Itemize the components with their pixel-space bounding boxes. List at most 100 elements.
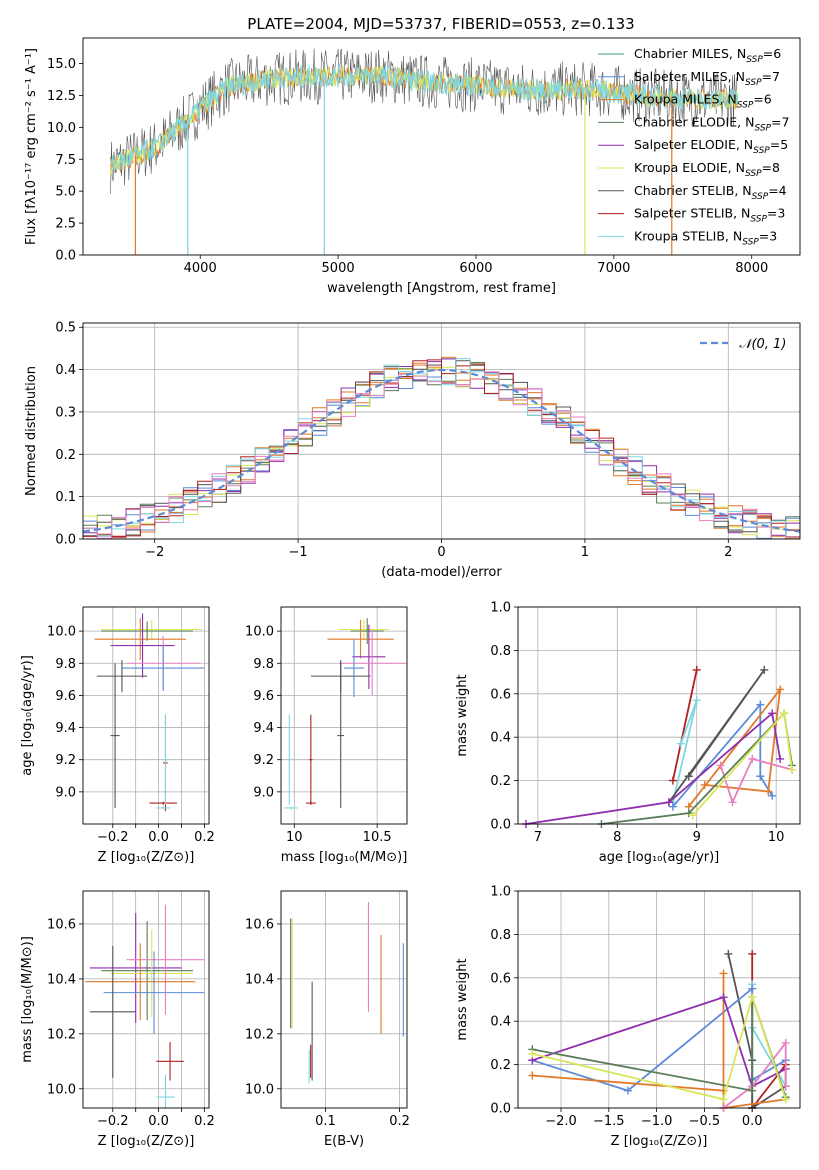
legend-suffix: =7	[771, 114, 789, 129]
x-tick-label: −0.2	[97, 1114, 129, 1129]
legend-entry: Chabrier STELIB, NSSP=4	[634, 183, 787, 202]
y-tick-label: 0.6	[490, 687, 511, 702]
x-tick-label: 0.2	[389, 1114, 410, 1129]
weight-marker	[700, 780, 709, 789]
histogram-series-6	[83, 360, 800, 538]
legend-label: Kroupa ELODIE, N	[634, 160, 745, 175]
y-tick-label: 10.0	[245, 625, 274, 640]
legend-subscript: SSP	[752, 192, 769, 202]
y-tick-label: 0.0	[490, 1102, 511, 1117]
legend-entry: Salpeter MILES, NSSP=7	[634, 69, 780, 88]
weight-marker	[692, 665, 701, 674]
axes-frame	[280, 606, 408, 825]
y-tick-label: 10.2	[245, 1027, 274, 1042]
x-tick-label: 6000	[459, 261, 492, 276]
weight-series-5	[525, 711, 781, 824]
legend-subscript: SSP	[746, 55, 763, 65]
y-tick-label: 0.3	[55, 405, 76, 420]
y-tick-label: 0.4	[55, 363, 76, 378]
x-tick-label: −0.2	[97, 830, 129, 845]
weight-marker	[748, 1086, 757, 1095]
y-tick-label: 0.8	[490, 644, 511, 659]
x-tick-label: 0.2	[194, 830, 215, 845]
legend-label: Salpeter STELIB, N	[634, 206, 750, 221]
legend-suffix: =5	[770, 137, 788, 152]
weight-marker	[748, 984, 757, 993]
x-tick-label: 0.1	[315, 1114, 336, 1129]
axes-frame	[82, 606, 210, 825]
weight-series-4	[532, 973, 786, 1108]
legend-subscript: SSP	[754, 123, 771, 133]
x-tick-label: 0.0	[148, 1114, 169, 1129]
legend-subscript: SSP	[745, 169, 762, 179]
x-axis-label: E(B-V)	[324, 1134, 364, 1149]
weight-marker	[780, 709, 789, 718]
figure-title: PLATE=2004, MJD=53737, FIBERID=0553, z=0…	[247, 15, 634, 33]
y-tick-label: 0.4	[490, 1015, 511, 1030]
y-tick-label: 10.2	[47, 1027, 76, 1042]
y-tick-label: 0.2	[490, 774, 511, 789]
x-tick-label: −1.0	[641, 1114, 673, 1129]
y-tick-label: 10.4	[245, 972, 274, 987]
y-tick-label: 9.6	[55, 689, 76, 704]
y-tick-label: 7.5	[55, 153, 76, 168]
legend-suffix: =3	[759, 228, 777, 243]
y-tick-label: 9.0	[253, 785, 274, 800]
x-tick-label: 7000	[597, 261, 630, 276]
y-tick-label: 1.0	[490, 885, 511, 900]
y-tick-label: 0.0	[490, 818, 511, 833]
weight-marker	[528, 1071, 537, 1080]
weight-series-0	[672, 669, 698, 781]
weight-marker	[692, 696, 701, 705]
y-tick-label: 0.1	[55, 490, 76, 505]
weight-marker	[760, 665, 769, 674]
weight-marker	[768, 791, 777, 800]
y-tick-label: 5.0	[55, 185, 76, 200]
legend-label: Kroupa STELIB, N	[634, 228, 742, 243]
legend-label: Salpeter MILES, N	[634, 69, 745, 84]
weight-marker	[776, 754, 785, 763]
weight-marker	[748, 949, 757, 958]
age-vs-mass-panel: 10 10.5 9.0 9.2 9.4 9.6 9.8 10.0 mass [log₁₀(M/M…	[245, 606, 408, 865]
weight-marker	[719, 969, 728, 978]
weight-marker	[623, 1086, 632, 1095]
legend-entry: Kroupa STELIB, NSSP=3	[634, 228, 777, 247]
y-tick-label: 10.0	[245, 1082, 274, 1097]
axes-frame	[517, 890, 801, 1109]
weight-marker	[776, 685, 785, 694]
y-tick-label: 12.5	[47, 89, 76, 104]
weight-marker	[724, 949, 733, 958]
legend-entry: 𝒩(0, 1)	[739, 337, 786, 352]
weight-series-4	[688, 686, 782, 808]
weight-marker	[719, 993, 728, 1002]
legend-subscript: SSP	[737, 101, 754, 111]
x-tick-label: 7	[534, 830, 542, 845]
x-tick-label: 10.5	[363, 830, 392, 845]
weight-marker	[756, 772, 765, 781]
weight-marker	[748, 754, 757, 763]
axes-frame	[280, 890, 408, 1109]
axes-frame	[82, 37, 801, 256]
legend-entry: Kroupa MILES, NSSP=6	[634, 92, 772, 111]
y-tick-label: 9.4	[253, 721, 274, 736]
axes-frame	[517, 606, 801, 825]
legend-subscript: SSP	[753, 146, 770, 156]
weight-vs-Z-panel: −2.0 −1.5 −1.0 −0.5 0.0 0.0 0.2 0.4 0.6 0.8 1.0 Z […	[455, 885, 801, 1149]
weight-marker	[668, 802, 677, 811]
weight-marker	[781, 1095, 790, 1104]
x-tick-label: 2	[724, 545, 732, 560]
y-tick-label: 9.8	[55, 657, 76, 672]
legend-label: Kroupa MILES, N	[634, 92, 737, 107]
weight-marker	[781, 1038, 790, 1047]
spectrum-line-2	[110, 64, 739, 176]
weight-series-5	[532, 996, 787, 1088]
weight-marker	[676, 739, 685, 748]
x-tick-label: −1.5	[593, 1114, 625, 1129]
weight-marker	[688, 811, 697, 820]
weight-marker	[764, 787, 773, 796]
legend-suffix: =7	[762, 69, 780, 84]
weight-marker	[716, 761, 725, 770]
legend-subscript: SSP	[745, 78, 762, 88]
